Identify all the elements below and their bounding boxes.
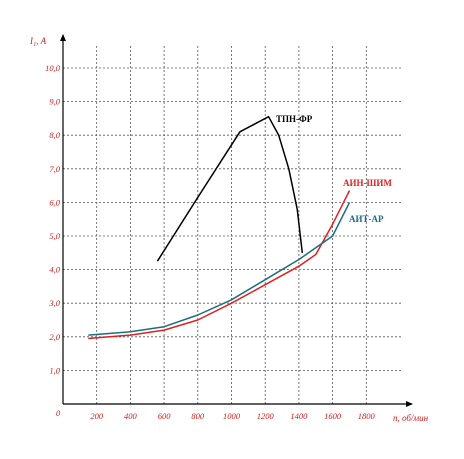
- series-line: [88, 202, 351, 336]
- series-line: [156, 115, 304, 262]
- x-tick-label: 800: [191, 411, 205, 421]
- series-line: [88, 190, 351, 340]
- axes: [60, 34, 413, 407]
- y-tick-label: 6,0: [49, 197, 60, 207]
- origin-label: 0: [56, 408, 61, 418]
- series-label: АИТ-АР: [349, 214, 384, 224]
- y-tick-label: 3,0: [48, 298, 60, 308]
- x-tick-label: 600: [158, 411, 172, 421]
- y-tick-label: 8,0: [49, 130, 60, 140]
- grid: [63, 45, 402, 404]
- series-label: ТПН-ФР: [276, 114, 313, 124]
- series-group: ТПН-ФР АИН-ШИМ АИТ-АР: [88, 114, 392, 340]
- series-label: АИН-ШИМ: [343, 178, 392, 188]
- y-tick-label: 9,0: [49, 97, 60, 107]
- x-axis-label: n, об/мин: [393, 413, 429, 423]
- y-tick-label: 10,0: [45, 63, 61, 73]
- x-tick-label: 1200: [257, 411, 275, 421]
- tick-labels: 200 400 600 800 1000 1200 1400 1600 1800 1,0 2,0 3,…: [45, 63, 375, 421]
- y-tick-label: 5,0: [49, 231, 60, 241]
- x-tick-label: 1600: [324, 411, 342, 421]
- y-tick-label: 1,0: [49, 365, 60, 375]
- y-tick-label: 7,0: [49, 164, 60, 174]
- y-tick-label: 2,0: [49, 332, 60, 342]
- y-tick-label: 4,0: [49, 265, 60, 275]
- x-tick-label: 1400: [290, 411, 308, 421]
- x-tick-label: 1000: [223, 411, 241, 421]
- x-tick-label: 1800: [358, 411, 376, 421]
- x-tick-label: 400: [124, 411, 138, 421]
- y-axis-label: I₁, А: [29, 36, 47, 46]
- x-tick-label: 200: [90, 411, 104, 421]
